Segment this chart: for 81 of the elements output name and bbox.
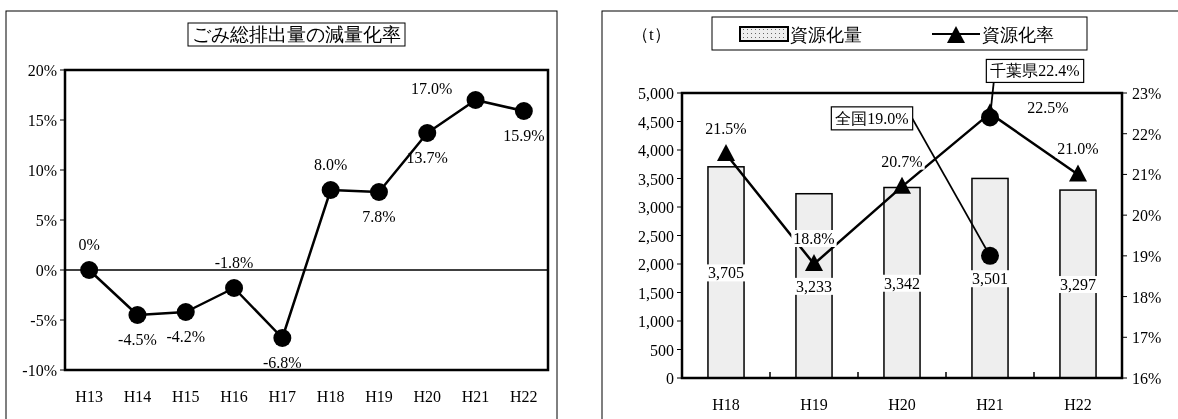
point <box>321 181 340 199</box>
point <box>893 176 911 194</box>
y-tick-label: 1,000 <box>638 313 674 330</box>
data-label: -4.2% <box>166 328 206 345</box>
x-tick-label: H17 <box>268 388 297 405</box>
data-label: 3,705 <box>708 264 744 282</box>
y-tick-label: 0 <box>666 370 674 387</box>
text: 全国19.0% <box>835 109 909 127</box>
y2-tick-label: 19% <box>1132 247 1162 265</box>
x-tick-label: H21 <box>461 388 490 405</box>
data-label: 3,342 <box>884 274 920 292</box>
y-tick-label: 2,500 <box>638 227 674 245</box>
data-label: 3,501 <box>972 270 1008 288</box>
point <box>805 254 823 271</box>
y2-tick-label: 21% <box>1132 166 1162 184</box>
y-tick-label: 4,500 <box>638 113 674 131</box>
x-tick-label: H15 <box>171 388 200 405</box>
x-tick-label: H22 <box>510 388 538 405</box>
y-tick-label: 5,000 <box>638 85 674 102</box>
y-tick-label: -10% <box>22 362 57 379</box>
point <box>80 261 99 279</box>
y-tick-label: 1,500 <box>638 284 674 302</box>
y-tick-label: 15% <box>27 112 57 129</box>
data-label: 15.9% <box>503 127 545 144</box>
x-tick-label: H20 <box>413 388 442 405</box>
data-label: 18.8% <box>793 230 835 247</box>
y-tick-label: 20% <box>27 62 57 79</box>
x-tick-label: H18 <box>316 388 345 405</box>
point <box>176 303 195 321</box>
y-axis-title: （t） <box>632 25 671 44</box>
legend: 資源化量 資源化率 <box>711 16 1088 51</box>
x-tick-label: H22 <box>1064 396 1092 413</box>
data-label: 3,233 <box>796 277 832 295</box>
series-label: 千葉県22.4% <box>990 62 1080 80</box>
data-label: 21.5% <box>705 120 747 138</box>
data-label: 21.0% <box>1057 140 1099 158</box>
x-tick-label: H19 <box>365 388 393 405</box>
data-label: 7.8% <box>362 208 396 225</box>
x-tick-label: H18 <box>712 396 740 413</box>
y-tick-label: 3,000 <box>638 199 674 216</box>
y2-tick-label: 23% <box>1132 85 1162 102</box>
data-label: 17.0% <box>410 80 453 97</box>
data-label: 22.5% <box>1027 99 1069 117</box>
y2-tick-label: 16% <box>1132 370 1162 387</box>
y-tick-label: 10% <box>27 162 57 179</box>
point <box>466 91 485 109</box>
x-tick-label: H13 <box>75 388 103 405</box>
y-tick-label: 4,000 <box>638 142 674 159</box>
data-label: 20.7% <box>881 152 923 170</box>
point <box>514 102 533 120</box>
y-tick-label: 500 <box>650 341 674 359</box>
data-label: 13.7% <box>406 149 448 166</box>
x-tick-label: H14 <box>123 388 152 405</box>
point <box>225 279 244 297</box>
data-label: -6.8% <box>263 354 302 371</box>
y2-tick-label: 17% <box>1132 329 1162 347</box>
y-tick-label: 5% <box>35 212 57 229</box>
data-label: -4.5% <box>118 331 157 348</box>
y-tick-label: -5% <box>30 312 57 329</box>
point <box>717 144 735 162</box>
x-tick-label: H16 <box>220 388 248 405</box>
point <box>273 329 292 347</box>
y-tick-label: 3,500 <box>638 170 674 188</box>
legend-label: 資源化率 <box>982 25 1054 45</box>
y-tick-label: 0% <box>35 262 57 279</box>
y2-tick-label: 18% <box>1132 288 1162 306</box>
y-tick-label: 2,000 <box>638 256 674 273</box>
point <box>1069 164 1087 182</box>
point <box>418 124 437 142</box>
data-label: 3,297 <box>1060 276 1096 294</box>
x-tick-label: H21 <box>976 396 1004 413</box>
data-label: 8.0% <box>313 156 348 173</box>
point <box>128 306 147 324</box>
point <box>369 183 388 201</box>
x-tick-label: H20 <box>888 396 916 413</box>
chart-title: ごみ総排出量の減量化率 <box>192 24 401 45</box>
x-tick-label: H19 <box>800 396 828 413</box>
y2-tick-label: 22% <box>1132 125 1162 143</box>
data-label: -1.8% <box>214 254 254 271</box>
data-label: 0% <box>78 236 100 253</box>
y2-tick-label: 20% <box>1132 207 1162 225</box>
